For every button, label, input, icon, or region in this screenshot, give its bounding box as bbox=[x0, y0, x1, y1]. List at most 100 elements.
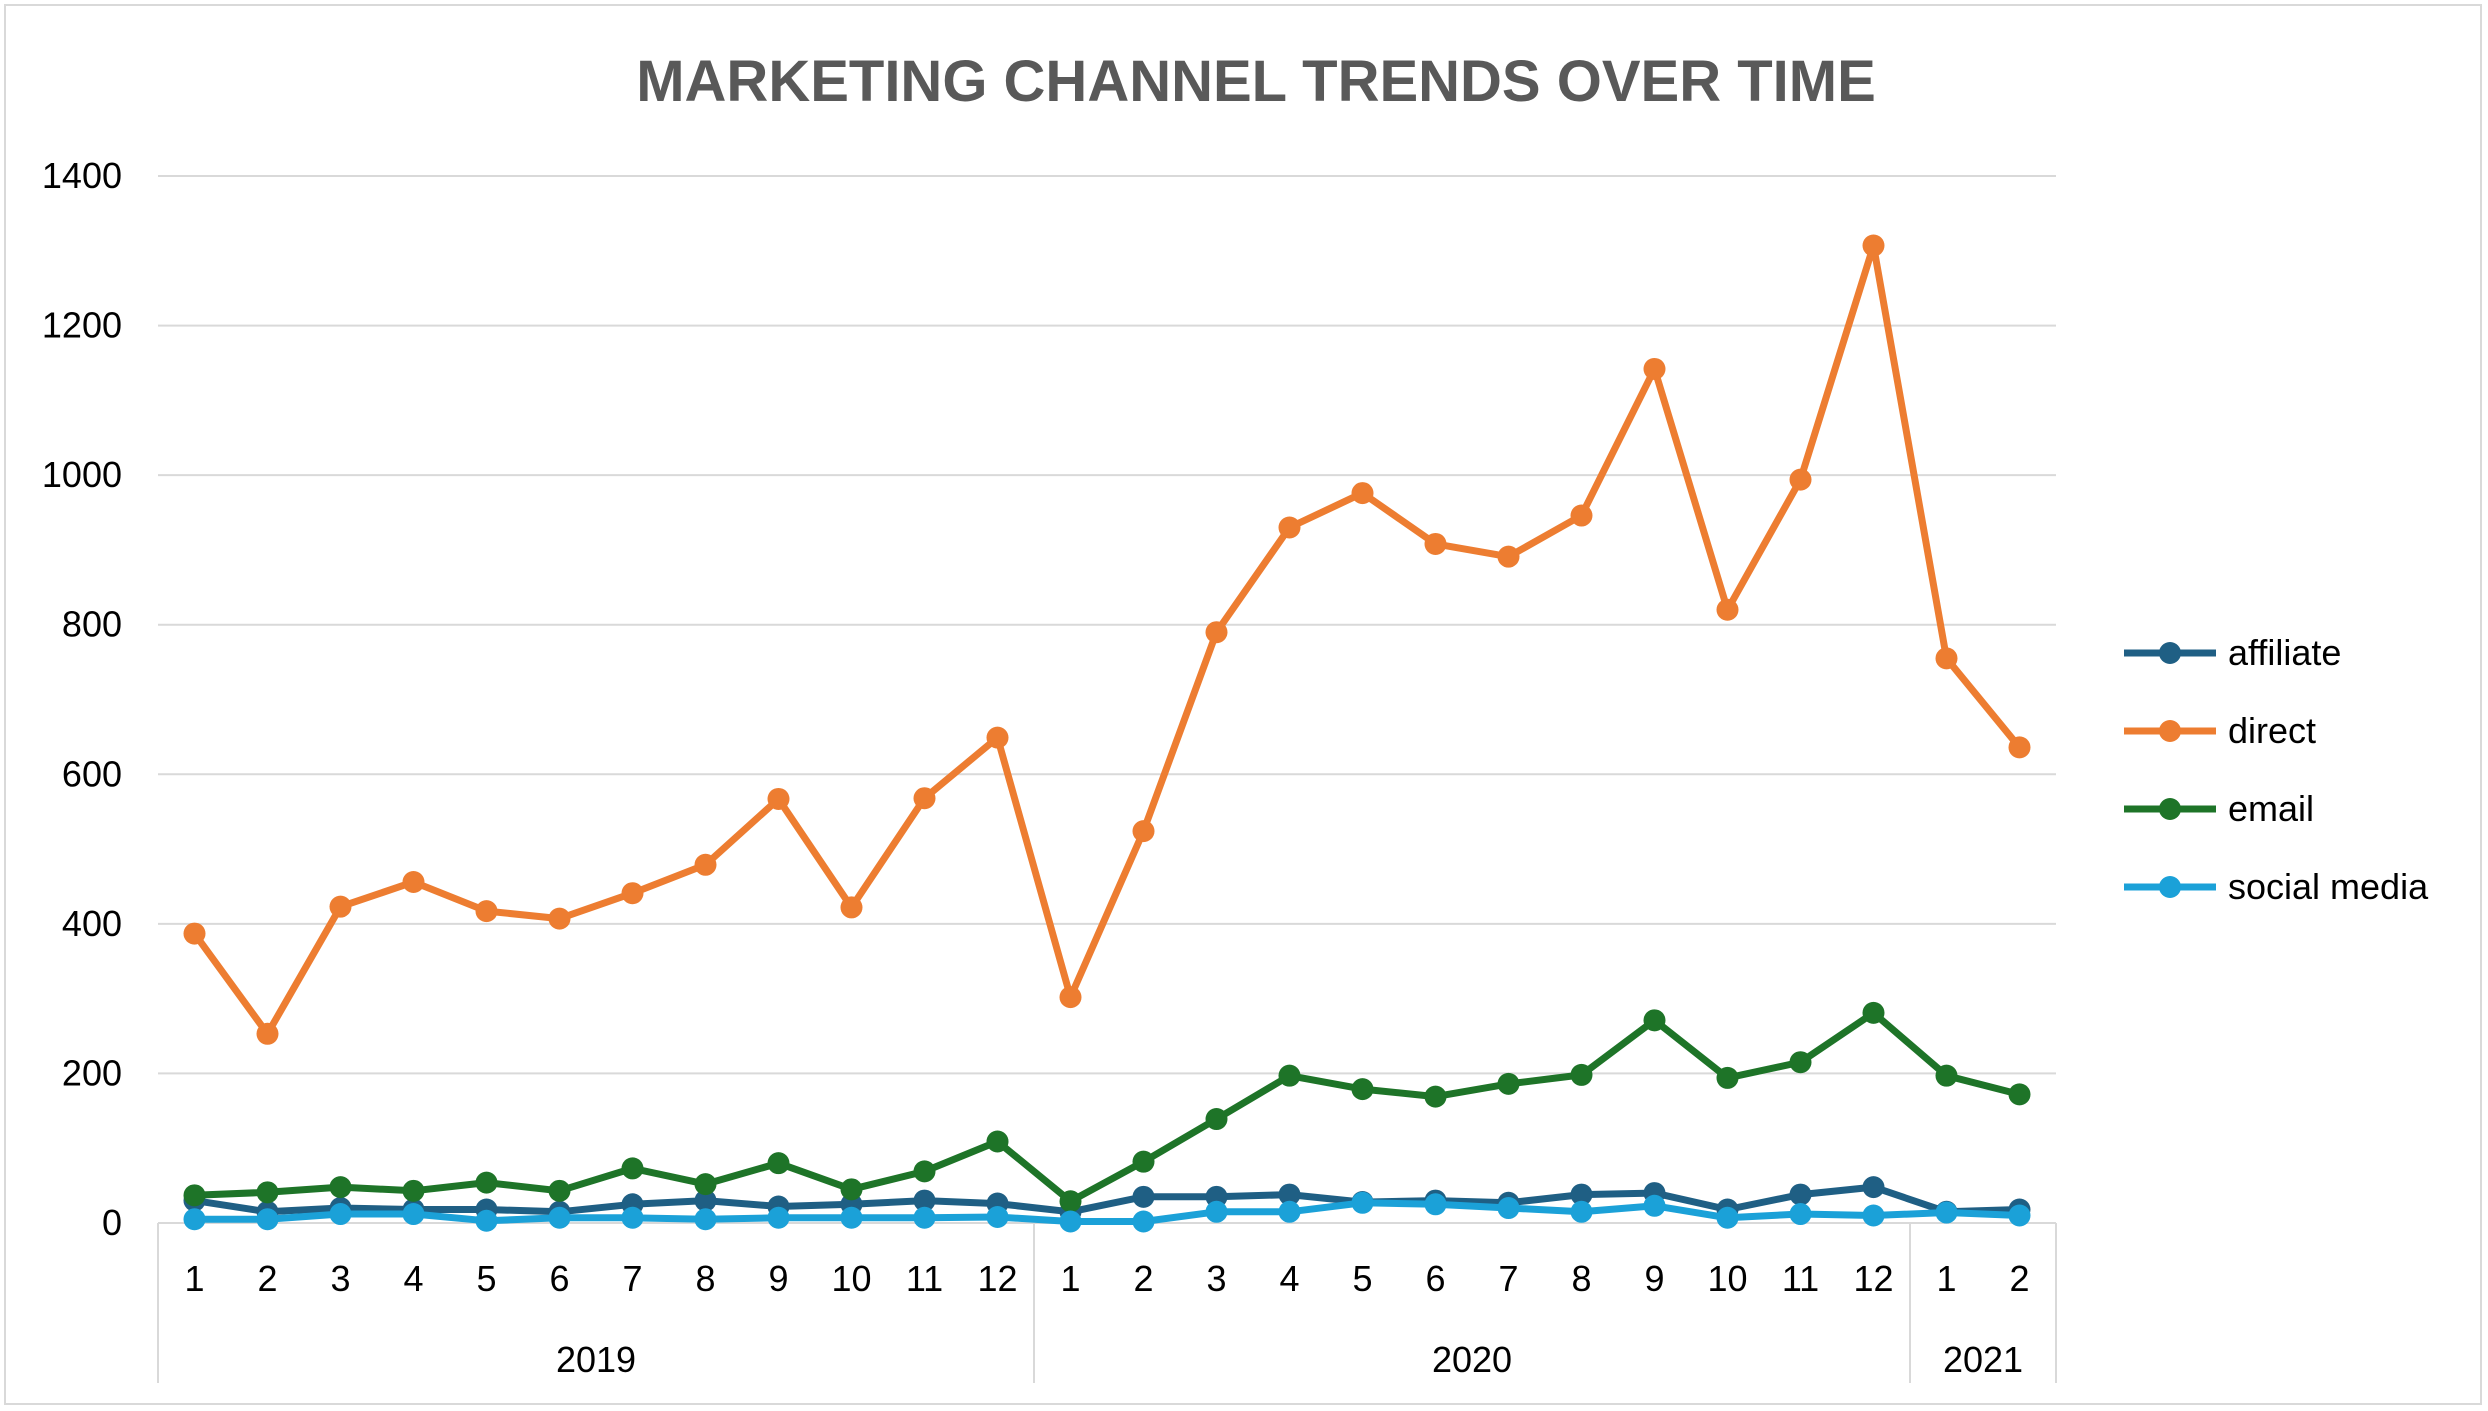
y-tick-label: 0 bbox=[102, 1202, 122, 1243]
data-point-email bbox=[1862, 1001, 1885, 1024]
legend-item-affiliate: affiliate bbox=[2124, 632, 2341, 673]
x-tick-label: 4 bbox=[403, 1258, 423, 1299]
data-point-email bbox=[1497, 1072, 1520, 1095]
data-point-email bbox=[183, 1184, 206, 1207]
data-point-direct bbox=[1351, 482, 1374, 505]
data-point-social-media bbox=[1424, 1193, 1447, 1216]
legend-item-email: email bbox=[2124, 788, 2314, 829]
data-point-email bbox=[1132, 1150, 1155, 1173]
x-tick-label: 8 bbox=[1571, 1258, 1591, 1299]
data-point-direct bbox=[1935, 647, 1958, 670]
x-tick-label: 1 bbox=[1060, 1258, 1080, 1299]
data-point-email bbox=[329, 1176, 352, 1199]
data-point-email bbox=[621, 1157, 644, 1180]
legend-marker bbox=[2159, 720, 2181, 742]
data-point-direct bbox=[840, 896, 863, 919]
legend-label: direct bbox=[2228, 710, 2316, 751]
x-tick-label: 12 bbox=[977, 1258, 1017, 1299]
year-label: 2020 bbox=[1432, 1339, 1512, 1380]
data-point-email bbox=[840, 1178, 863, 1201]
data-point-email bbox=[256, 1181, 279, 1204]
data-point-direct bbox=[1716, 598, 1739, 621]
x-tick-label: 2 bbox=[2009, 1258, 2029, 1299]
data-point-email bbox=[475, 1171, 498, 1194]
data-point-direct bbox=[986, 726, 1009, 749]
data-point-affiliate bbox=[1570, 1183, 1593, 1206]
x-tick-label: 2 bbox=[257, 1258, 277, 1299]
chart-title: MARKETING CHANNEL TRENDS OVER TIME bbox=[636, 49, 1876, 114]
series-line-social-media bbox=[191, 1199, 2023, 1225]
x-tick-label: 8 bbox=[695, 1258, 715, 1299]
data-point-social-media bbox=[840, 1206, 863, 1229]
legend-marker bbox=[2159, 642, 2181, 664]
data-point-direct bbox=[767, 787, 790, 810]
data-point-social-media bbox=[767, 1206, 790, 1229]
x-tick-label: 7 bbox=[622, 1258, 642, 1299]
data-point-social-media bbox=[1351, 1191, 1374, 1214]
data-point-direct bbox=[913, 787, 936, 810]
data-point-direct bbox=[1059, 986, 1082, 1009]
data-point-social-media bbox=[694, 1208, 717, 1231]
year-label: 2021 bbox=[1943, 1339, 2023, 1380]
series-lines bbox=[183, 234, 2031, 1233]
legend-marker bbox=[2159, 876, 2181, 898]
data-point-email bbox=[694, 1173, 717, 1196]
series-line-email bbox=[191, 1009, 2023, 1205]
data-point-direct bbox=[256, 1022, 279, 1045]
x-tick-label: 5 bbox=[1352, 1258, 1372, 1299]
x-tick-label: 9 bbox=[1644, 1258, 1664, 1299]
data-point-direct bbox=[402, 870, 425, 893]
data-point-direct bbox=[621, 882, 644, 905]
data-point-direct bbox=[329, 895, 352, 918]
legend: affiliate direct email social media bbox=[2124, 632, 2429, 907]
y-tick-label: 1200 bbox=[42, 305, 122, 346]
data-point-social-media bbox=[1716, 1206, 1739, 1229]
data-point-social-media bbox=[2008, 1204, 2031, 1227]
legend-item-social-media: social media bbox=[2124, 866, 2429, 907]
legend-label: social media bbox=[2228, 866, 2429, 907]
legend-marker bbox=[2159, 798, 2181, 820]
data-point-email bbox=[1570, 1063, 1593, 1086]
data-point-social-media bbox=[183, 1208, 206, 1231]
x-tick-label: 11 bbox=[906, 1258, 943, 1299]
data-point-social-media bbox=[256, 1208, 279, 1231]
x-tick-label: 10 bbox=[1707, 1258, 1747, 1299]
series-social-media bbox=[183, 1191, 2031, 1233]
data-point-email bbox=[1205, 1108, 1228, 1131]
x-tick-label: 7 bbox=[1498, 1258, 1518, 1299]
data-point-social-media bbox=[1789, 1203, 1812, 1226]
legend-label: affiliate bbox=[2228, 632, 2341, 673]
series-line-direct bbox=[191, 242, 2023, 1038]
data-point-direct bbox=[183, 922, 206, 945]
gridlines bbox=[158, 175, 2056, 1075]
data-point-social-media bbox=[1570, 1200, 1593, 1223]
data-point-social-media bbox=[621, 1206, 644, 1229]
data-point-direct bbox=[2008, 736, 2031, 759]
x-tick-label: 6 bbox=[549, 1258, 569, 1299]
x-tick-label: 5 bbox=[476, 1258, 496, 1299]
data-point-affiliate bbox=[1278, 1183, 1301, 1206]
y-tick-label: 600 bbox=[62, 753, 122, 794]
data-point-social-media bbox=[1278, 1200, 1301, 1223]
data-point-social-media bbox=[402, 1203, 425, 1226]
data-point-affiliate bbox=[913, 1189, 936, 1212]
x-tick-label: 9 bbox=[768, 1258, 788, 1299]
y-tick-label: 1400 bbox=[42, 155, 122, 196]
data-point-direct bbox=[694, 853, 717, 876]
data-point-direct bbox=[1789, 468, 1812, 491]
x-tick-label: 3 bbox=[330, 1258, 350, 1299]
year-label: 2019 bbox=[556, 1339, 636, 1380]
x-tick-label: 1 bbox=[1936, 1258, 1956, 1299]
y-tick-label: 200 bbox=[62, 1052, 122, 1093]
data-point-social-media bbox=[1059, 1210, 1082, 1233]
data-point-email bbox=[986, 1130, 1009, 1153]
data-point-email bbox=[1789, 1051, 1812, 1074]
x-tick-label: 4 bbox=[1279, 1258, 1299, 1299]
data-point-direct bbox=[1570, 504, 1593, 527]
data-point-affiliate bbox=[1862, 1176, 1885, 1199]
data-point-affiliate bbox=[1789, 1183, 1812, 1206]
x-tick-label: 2 bbox=[1133, 1258, 1153, 1299]
data-point-direct bbox=[548, 907, 571, 930]
data-point-social-media bbox=[986, 1206, 1009, 1229]
